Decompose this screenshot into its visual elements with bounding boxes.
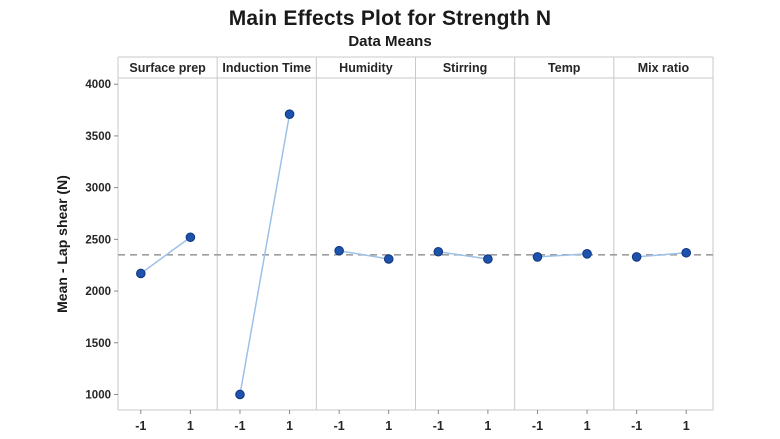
panel-label-stirring: Stirring [443,61,487,75]
x-tick-label: -1 [433,419,444,433]
y-tick-label: 2500 [85,234,111,246]
panel-label-induction-time: Induction Time [222,61,311,75]
data-point-humidity-1 [383,254,394,264]
series-line-humidity [339,249,389,260]
x-tick-label: 1 [187,419,194,433]
series-line-stirring [438,251,489,260]
data-point-temp-1 [582,249,592,259]
panel-label-mix-ratio: Mix ratio [638,61,690,75]
data-point-surface-prep--1 [136,268,146,279]
data-point-stirring-1 [483,254,493,264]
data-point-humidity--1 [334,245,344,256]
panel-label-humidity: Humidity [339,61,393,75]
data-point-mix-ratio--1 [631,252,642,262]
data-point-induction-time--1 [235,389,245,400]
x-tick-label: 1 [584,419,591,433]
data-point-temp--1 [532,252,543,262]
data-point-mix-ratio-1 [681,247,692,258]
series-line-mix-ratio [636,252,687,258]
data-point-surface-prep-1 [185,232,196,243]
y-tick-label: 1500 [85,338,111,350]
x-tick-label: -1 [532,419,543,433]
series-line-surface-prep [140,236,191,275]
series-line-temp [537,253,588,258]
y-tick-label: 3000 [85,183,111,195]
x-tick-label: -1 [135,419,146,433]
y-tick-label: 4000 [85,79,111,91]
series-line-induction-time [239,114,291,395]
chart-title: Main Effects Plot for Strength N [228,7,552,30]
panel-label-surface-prep: Surface prep [129,61,206,75]
panel-label-temp: Temp [548,61,581,75]
x-tick-label: 1 [683,419,690,433]
chart-subtitle: Data Means [348,33,432,50]
x-tick-label: -1 [334,419,345,433]
data-point-stirring--1 [433,246,444,257]
x-tick-label: 1 [385,419,392,433]
x-tick-label: -1 [234,419,245,433]
x-tick-label: 1 [484,419,491,433]
data-point-induction-time-1 [284,109,295,119]
y-tick-label: 2000 [85,286,111,298]
x-tick-label: 1 [286,419,293,433]
y-tick-label: 3500 [85,131,111,143]
x-tick-label: -1 [631,419,642,433]
y-tick-label: 1000 [85,389,111,401]
